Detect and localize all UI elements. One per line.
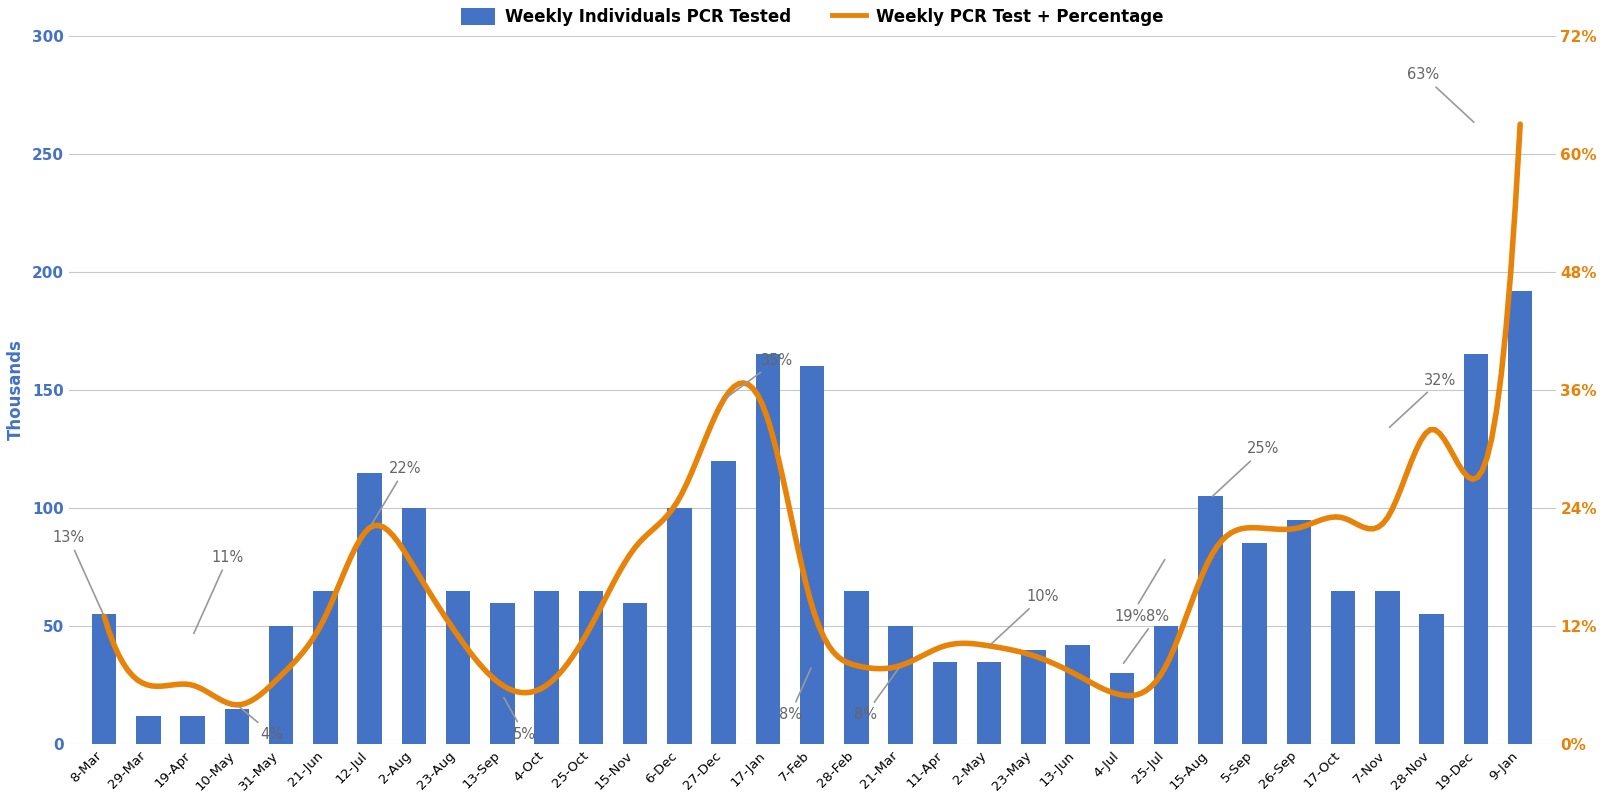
Bar (91, 614, 117, 744)
Bar (712, 461, 736, 744)
Text: 19%: 19% (1115, 560, 1165, 624)
Bar (622, 602, 648, 744)
Bar (181, 716, 205, 744)
Text: 63%: 63% (1407, 67, 1474, 122)
Bar (800, 366, 824, 744)
Text: 25%: 25% (1213, 442, 1280, 496)
Bar (1464, 354, 1489, 744)
Bar (269, 626, 294, 744)
Bar (1198, 496, 1222, 744)
Bar (755, 354, 780, 744)
Text: 5%: 5% (504, 698, 536, 742)
Bar (1153, 626, 1179, 744)
Bar (313, 590, 337, 744)
Text: 8%: 8% (1123, 609, 1169, 663)
Bar (491, 602, 515, 744)
Bar (534, 590, 558, 744)
Bar (844, 590, 869, 744)
Bar (889, 626, 913, 744)
Bar (1065, 645, 1089, 744)
Bar (1508, 290, 1532, 744)
Text: 10%: 10% (991, 589, 1059, 644)
Bar (446, 590, 470, 744)
Bar (225, 709, 249, 744)
Bar (1110, 674, 1134, 744)
Text: 8%: 8% (853, 668, 898, 722)
Y-axis label: Thousands: Thousands (6, 339, 26, 440)
Bar (1420, 614, 1444, 744)
Bar (977, 662, 1001, 744)
Bar (136, 716, 160, 744)
Bar (358, 473, 382, 744)
Text: 22%: 22% (371, 461, 422, 526)
Bar (934, 662, 958, 744)
Bar (1286, 520, 1310, 744)
Legend: Weekly Individuals PCR Tested, Weekly PCR Test + Percentage: Weekly Individuals PCR Tested, Weekly PC… (454, 2, 1169, 33)
Bar (579, 590, 603, 744)
Text: 4%: 4% (239, 706, 284, 742)
Bar (1331, 590, 1355, 744)
Bar (401, 508, 427, 744)
Bar (1375, 590, 1400, 744)
Text: 13%: 13% (53, 530, 103, 614)
Text: 35%: 35% (727, 353, 792, 398)
Bar (1022, 650, 1046, 744)
Text: 8%: 8% (778, 668, 812, 722)
Text: 11%: 11% (194, 550, 244, 634)
Bar (667, 508, 691, 744)
Text: 32%: 32% (1389, 373, 1456, 427)
Bar (1243, 543, 1267, 744)
